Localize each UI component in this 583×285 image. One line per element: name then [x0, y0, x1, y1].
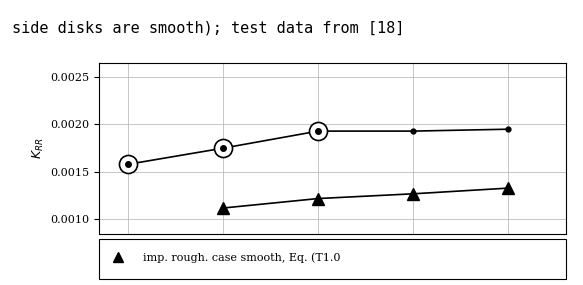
Y-axis label: $K_{RR}$: $K_{RR}$ — [31, 137, 46, 159]
Text: imp. rough. case smooth, Eq. (T1.0: imp. rough. case smooth, Eq. (T1.0 — [136, 252, 341, 262]
Text: side disks are smooth); test data from [18]: side disks are smooth); test data from [… — [12, 21, 404, 36]
